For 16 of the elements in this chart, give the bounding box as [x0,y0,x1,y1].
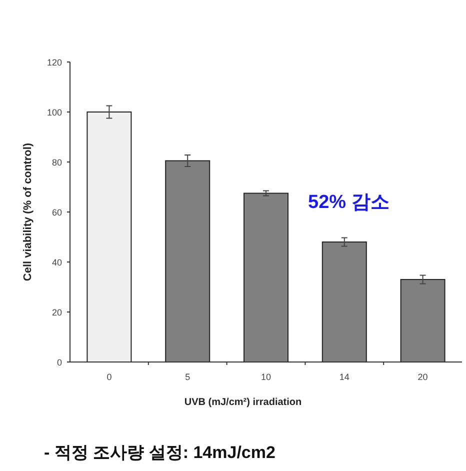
y-axis-title: Cell viability (% of control) [22,142,34,282]
y-tick-label: 20 [52,308,62,318]
y-tick-label: 0 [56,358,62,368]
text: - 적정 조사량 설정: 14mJ/cm2 [44,443,276,462]
y-tick-label: 40 [52,258,62,268]
x-tick-label: 10 [260,372,272,382]
x-tick-label: 20 [418,372,428,382]
y-tick-label: 60 [52,208,62,218]
x-tick-label: 0 [106,372,112,382]
x-tick-label: 14 [339,372,350,382]
y-tick-label: 120 [46,58,62,68]
x-axis-title: UVB (mJ/cm²) irradiation [184,397,302,408]
y-tick-label: 80 [52,158,62,168]
x-tick-label: 5 [185,372,190,382]
y-tick-label: 100 [46,108,62,118]
annotation: 52% 감소 [308,192,390,213]
